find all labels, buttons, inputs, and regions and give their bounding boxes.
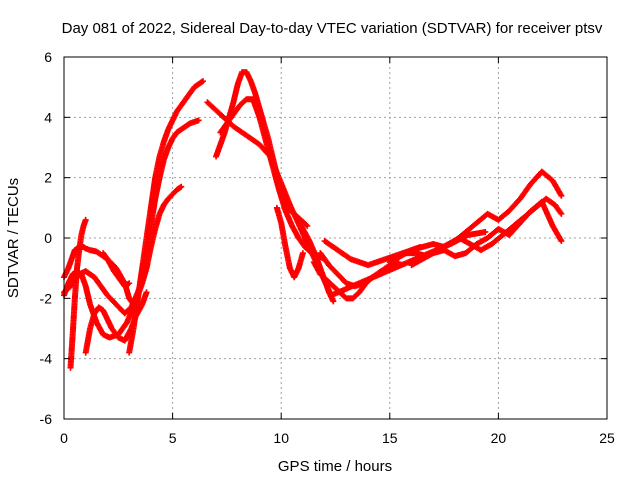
series-peak-b (217, 96, 328, 263)
data-point (330, 298, 337, 305)
axis-ticks: 0 5 10 15 20 25 -6 -4 -2 0 2 4 6 (40, 49, 615, 446)
x-tick-label: 15 (382, 430, 398, 446)
x-tick-label: 0 (60, 430, 68, 446)
series-arc-f (100, 250, 133, 290)
chart-title: Day 081 of 2022, Sidereal Day-to-day VTE… (62, 20, 603, 37)
data-point (126, 280, 133, 287)
y-tick-label: -6 (40, 411, 53, 427)
data-point (195, 117, 202, 124)
y-tick-label: 0 (44, 230, 52, 246)
data-point (200, 78, 207, 85)
x-tick-label: 20 (491, 430, 507, 446)
series-rise-c (130, 183, 185, 314)
data-points (61, 69, 565, 371)
y-tick-label: 2 (44, 170, 52, 186)
data-point (304, 222, 311, 229)
y-tick-label: 4 (44, 109, 52, 125)
data-point (82, 216, 89, 223)
x-tick-label: 10 (273, 430, 289, 446)
series-drop-a (273, 204, 306, 281)
x-tick-label: 5 (169, 430, 177, 446)
data-point (303, 221, 310, 228)
data-point (299, 250, 306, 257)
data-point (558, 192, 565, 199)
data-point (143, 289, 150, 296)
series-recovery-c (408, 198, 565, 269)
data-point (558, 238, 565, 245)
y-tick-label: -4 (40, 351, 53, 367)
x-tick-label: 25 (599, 430, 615, 446)
x-axis-title: GPS time / hours (278, 458, 392, 475)
data-point (178, 183, 185, 190)
y-axis-title: SDTVAR / TECUs (5, 178, 22, 298)
y-tick-label: -2 (40, 290, 53, 306)
series-scatter-extra (204, 99, 489, 299)
y-tick-label: 6 (44, 49, 52, 65)
data-point (558, 210, 565, 217)
data-point (482, 228, 489, 235)
series-rise-b (137, 117, 202, 287)
